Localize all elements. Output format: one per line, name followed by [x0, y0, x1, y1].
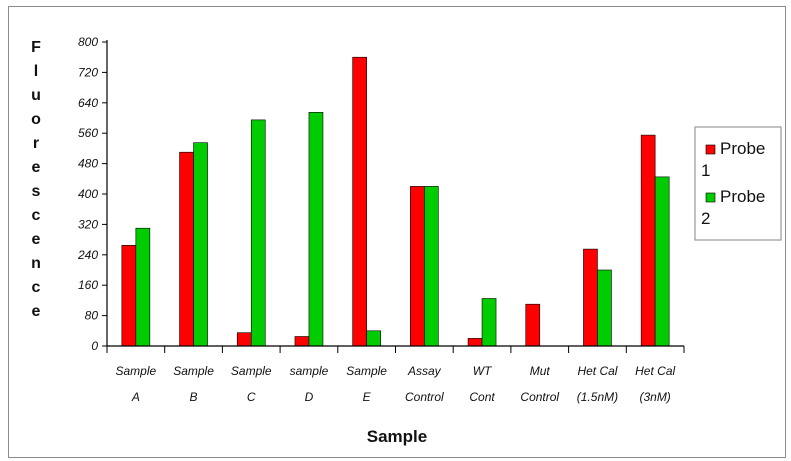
x-category-label: Het Cal	[635, 364, 675, 378]
legend-entry-label: Probe	[720, 187, 765, 206]
y-axis-label-letter: e	[32, 303, 41, 320]
bar-probe-2	[366, 330, 381, 347]
x-axis-title: Sample	[367, 427, 427, 446]
bar-probe-2	[424, 186, 439, 347]
x-category-label: Sample	[116, 364, 157, 378]
bar-probe-2	[250, 119, 266, 347]
x-category-label: Cont	[469, 390, 495, 404]
bar-probe-1	[352, 56, 367, 347]
y-tick-label: 800	[78, 35, 98, 49]
y-axis-label-letter: F	[31, 39, 41, 56]
y-axis-label-letter: n	[31, 255, 41, 272]
y-axis-label-letter: s	[32, 183, 41, 200]
legend-swatch	[705, 192, 716, 203]
bar-probe-2	[654, 176, 670, 347]
x-category-label: Mut	[530, 364, 551, 378]
y-tick-label: 400	[78, 187, 98, 201]
y-axis-label-letter: u	[31, 87, 41, 104]
legend-entry-label: 1	[701, 161, 710, 180]
bar-probe-1	[121, 245, 137, 347]
bar-probe-1	[294, 336, 310, 347]
x-category-label: D	[305, 390, 314, 404]
y-tick-label: 80	[85, 309, 99, 323]
x-category-label: (3nM)	[639, 390, 670, 404]
y-tick-label: 0	[91, 339, 98, 353]
y-tick-label: 160	[78, 278, 98, 292]
x-category-label: E	[363, 390, 372, 404]
y-axis-label-letter: e	[32, 159, 41, 176]
legend: Probe 1 Probe 2	[694, 126, 782, 241]
y-tick-label: 640	[78, 96, 98, 110]
x-category-label: A	[131, 390, 140, 404]
x-category-label: Het Cal	[577, 364, 617, 378]
y-axis-label-letter: o	[31, 111, 41, 128]
bar-probe-1	[640, 134, 656, 347]
x-category-label: Sample	[231, 364, 272, 378]
bar-probe-1	[236, 332, 252, 347]
y-tick-label: 240	[77, 248, 98, 262]
y-axis-label-letter: r	[33, 135, 39, 152]
x-category-label: Assay	[407, 364, 442, 378]
bar-probe-1	[179, 151, 194, 347]
bar-probe-1	[467, 338, 483, 347]
bar-probe-2	[135, 227, 151, 347]
y-tick-label: 320	[78, 217, 98, 231]
x-category-label: C	[247, 390, 256, 404]
legend-entry-label: Probe	[720, 139, 765, 158]
x-category-label: Sample	[173, 364, 214, 378]
bar-probe-2	[481, 298, 497, 347]
y-tick-label: 480	[78, 157, 98, 171]
y-tick-label: 720	[78, 65, 98, 79]
legend-swatch	[705, 144, 716, 155]
x-category-label: (1.5nM)	[577, 390, 618, 404]
y-axis-ticks: 0 80 160 240 320 400 480 560 640 720 800	[77, 35, 107, 353]
x-category-label: Control	[405, 390, 444, 404]
bar-probe-1	[525, 303, 541, 347]
y-axis-label-letter: l	[34, 63, 38, 80]
x-category-label: WT	[473, 364, 493, 378]
y-axis-label-letter: e	[32, 231, 41, 248]
bar-probe-2	[193, 142, 208, 347]
x-category-label: sample	[290, 364, 329, 378]
x-category-label: Control	[520, 390, 559, 404]
x-category-label: Sample	[346, 364, 387, 378]
y-tick-label: 560	[78, 126, 98, 140]
legend-entry-label: 2	[701, 209, 710, 228]
bar-probe-2	[308, 112, 324, 347]
bar-probe-2	[597, 269, 612, 347]
bar-probe-1	[410, 186, 425, 347]
y-axis-label-letter: c	[32, 279, 41, 296]
y-axis-label-letter: c	[32, 207, 41, 224]
x-category-label: B	[190, 390, 198, 404]
bars	[121, 56, 670, 347]
bar-probe-1	[583, 248, 598, 347]
